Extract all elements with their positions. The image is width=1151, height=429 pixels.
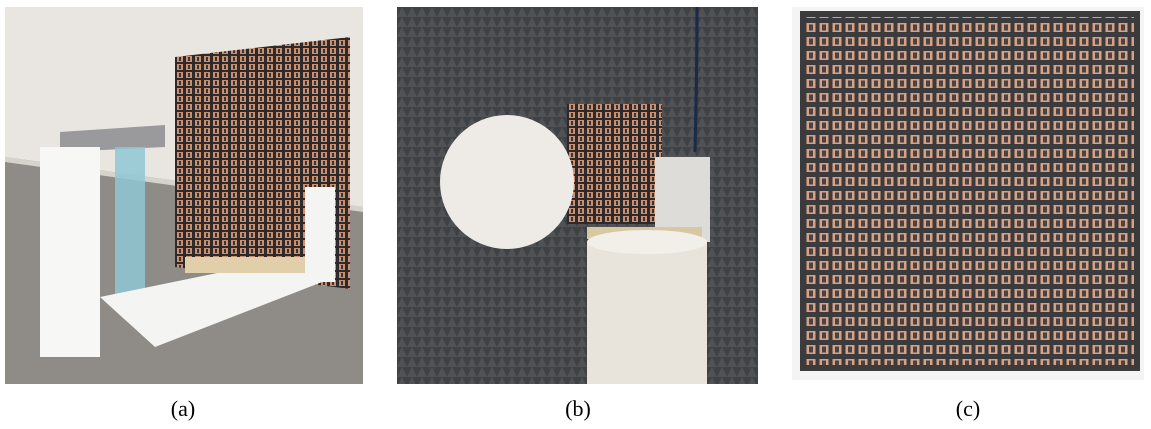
photo-c: [792, 7, 1144, 380]
photo-b: [397, 7, 758, 384]
photo-a: [5, 7, 363, 384]
panel-label: (c): [928, 396, 1008, 422]
panel-label: (b): [538, 396, 618, 422]
panel-label: (a): [143, 396, 223, 422]
figure: (a) (b) (c) (() => { const data = JSON.p…: [0, 0, 1151, 429]
